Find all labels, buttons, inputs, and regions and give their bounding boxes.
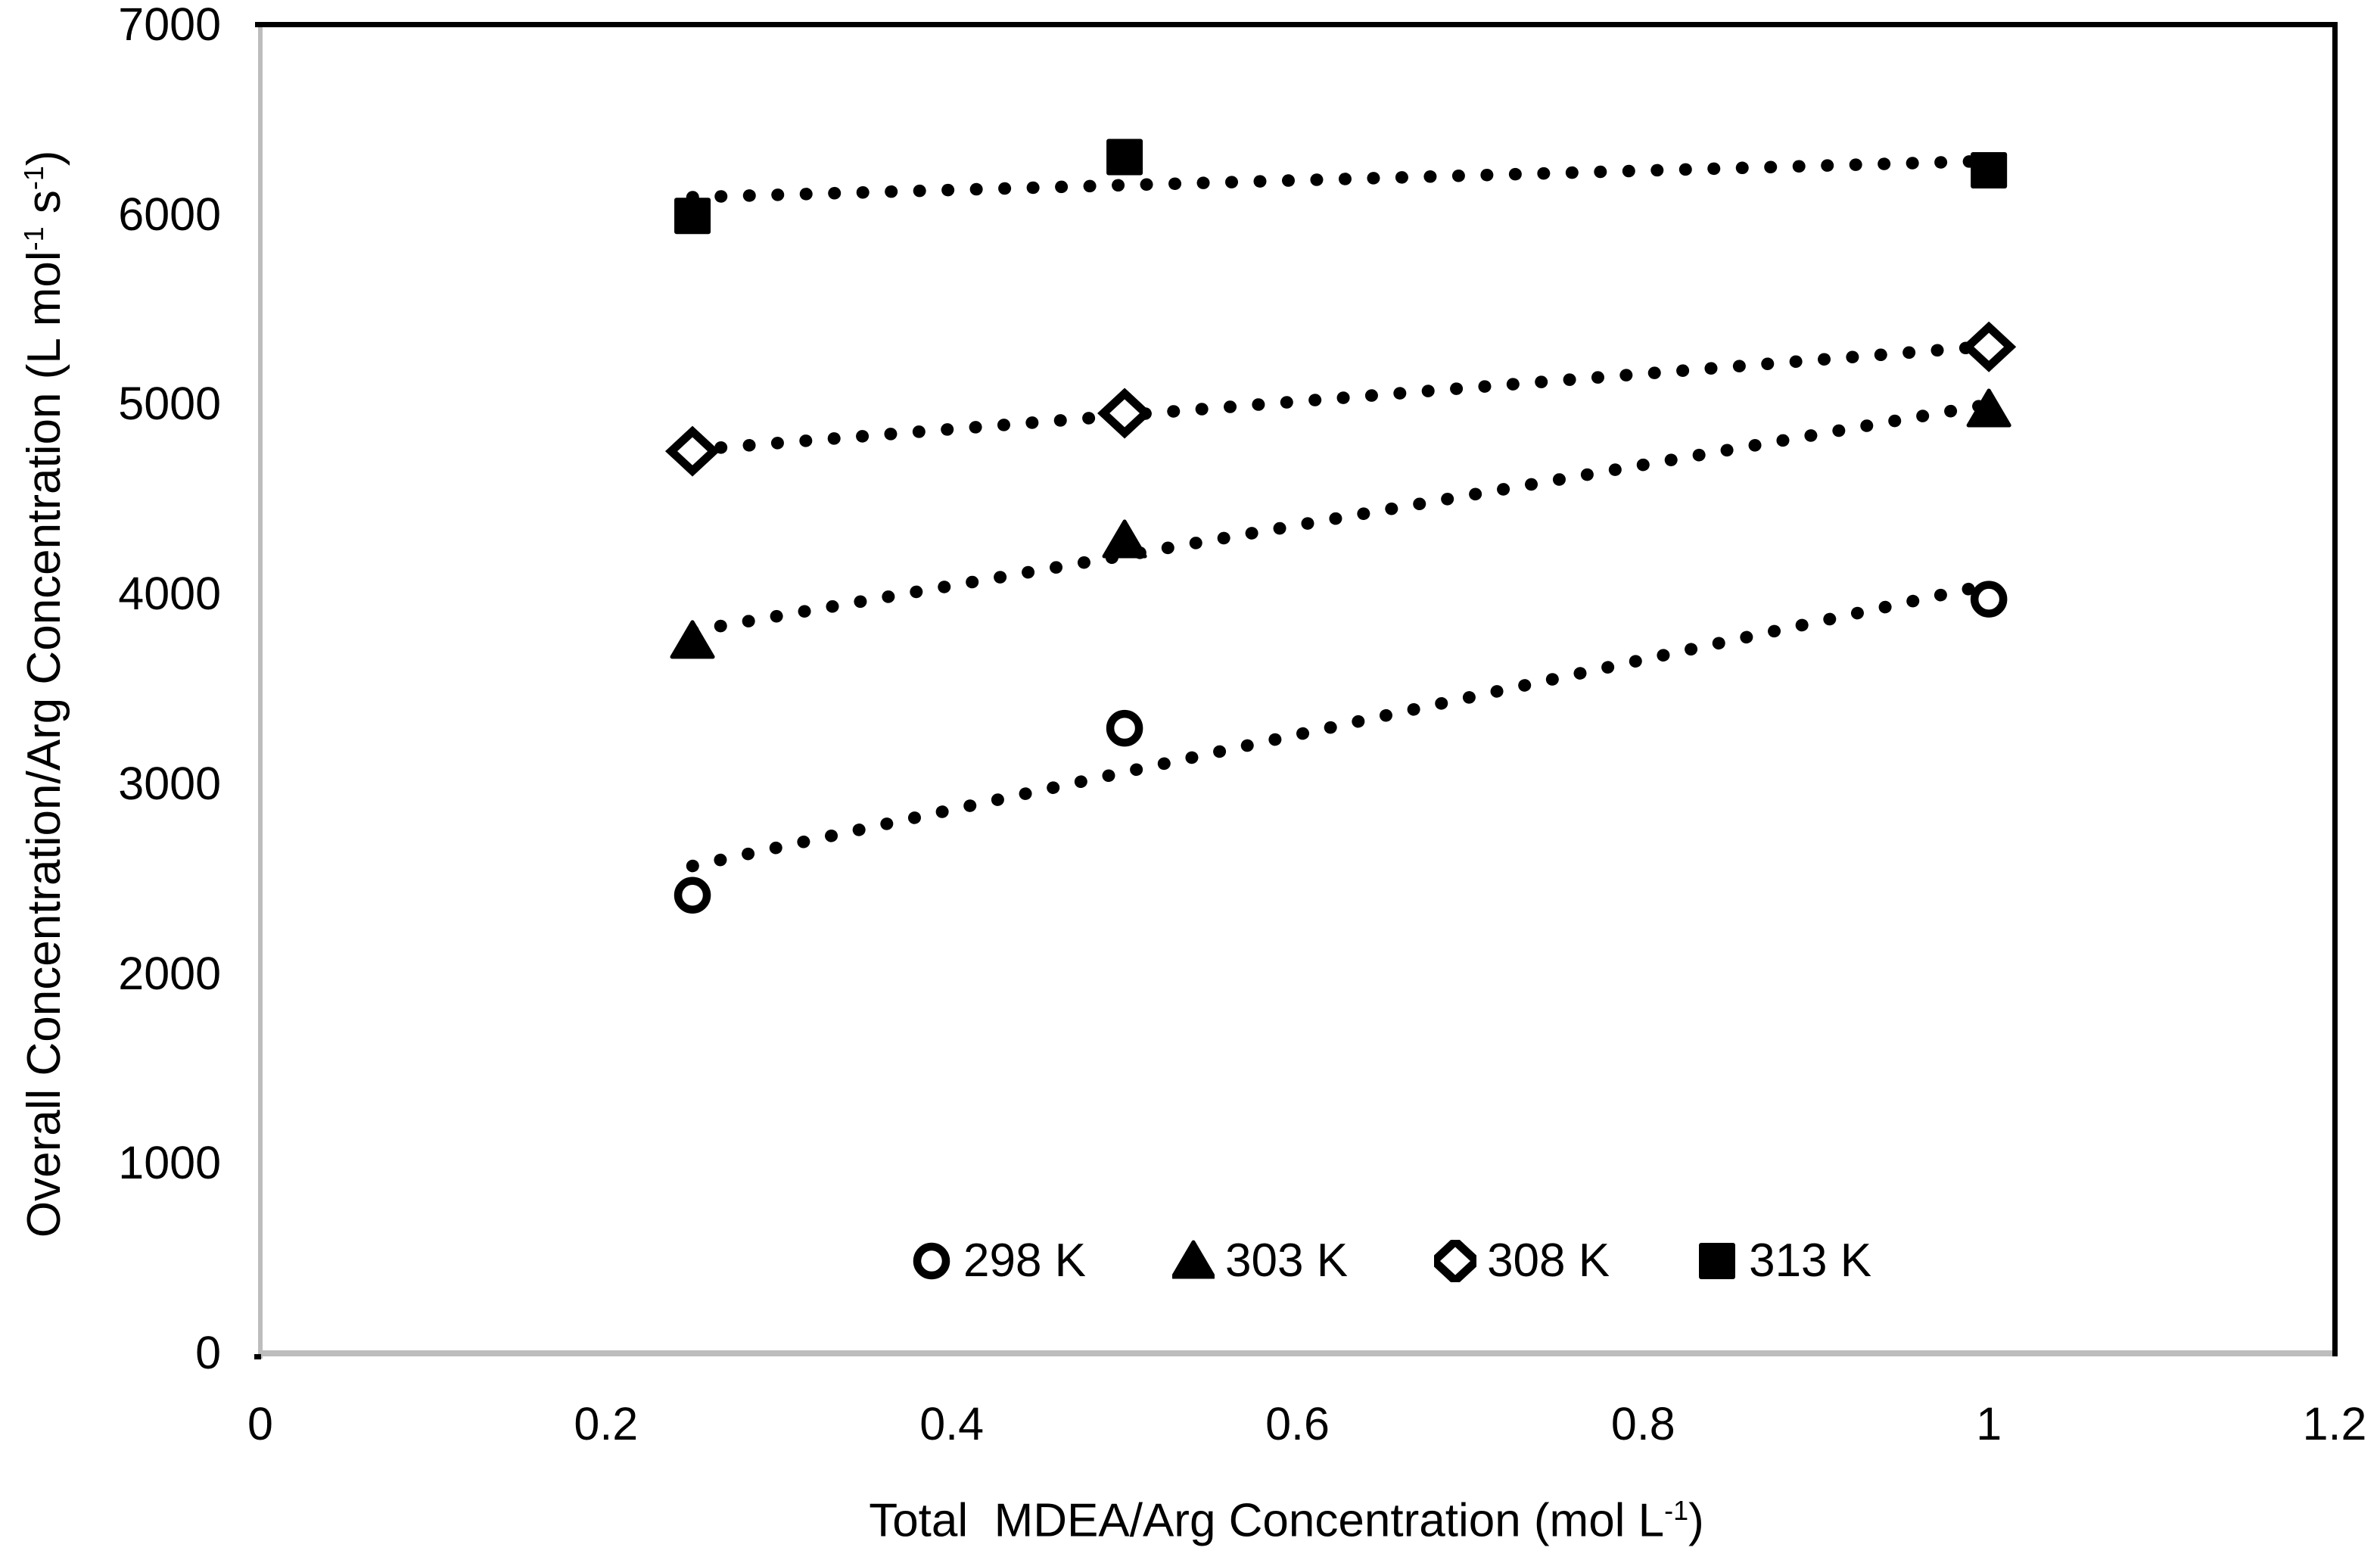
x-tick-label: 0.2: [574, 1398, 639, 1449]
x-tick-label: 1.2: [2302, 1398, 2367, 1449]
legend-item-label: 303 K: [1225, 1235, 1349, 1287]
series-303-k: [670, 388, 2011, 659]
legend-marker-glyph: [913, 1242, 950, 1280]
legend-marker-glyph: [1172, 1240, 1215, 1279]
data-point-marker: [1966, 388, 2011, 428]
y-tick-label: 3000: [118, 757, 221, 809]
y-axis-title: Overall Concentration/Arg Concentration …: [17, 150, 70, 1238]
x-tick-label: 0.6: [1265, 1398, 1330, 1449]
trendline: [686, 398, 1996, 637]
y-tick-label: 6000: [118, 188, 221, 240]
legend-item-label: 313 K: [1749, 1235, 1872, 1287]
plot-border-left: [258, 24, 263, 1359]
x-tick-label: 1: [1976, 1398, 2002, 1449]
trendline: [686, 340, 1996, 456]
data-point-marker: [1102, 519, 1147, 559]
series-298-k: [674, 578, 2008, 914]
legend-marker-square-filled-icon: [1699, 1243, 1736, 1279]
legend-item: 308 K: [1434, 1235, 1610, 1287]
trendline: [686, 154, 1996, 204]
series-308-k: [664, 321, 2017, 477]
legend-item: 298 K: [910, 1235, 1087, 1287]
legend-item: 303 K: [1172, 1235, 1349, 1287]
legend-marker-circle-open-icon: [913, 1242, 950, 1280]
legend-marker-glyph: [1699, 1243, 1736, 1279]
x-tick-label: 0.8: [1610, 1398, 1675, 1449]
plot-border-right: [2332, 22, 2338, 1356]
legend-item-label: 298 K: [963, 1235, 1087, 1287]
legend-marker-glyph: [1434, 1240, 1477, 1282]
plot-border-top: [255, 22, 2338, 27]
data-point-marker: [1962, 321, 2017, 372]
legend-marker-diamond-open-icon: [1434, 1240, 1477, 1282]
series-313-k: [674, 139, 2008, 235]
x-tick-label: 0.4: [919, 1398, 985, 1449]
legend-item-label: 308 K: [1487, 1235, 1610, 1287]
data-point-marker: [1970, 581, 2008, 618]
data-point-marker: [1106, 139, 1143, 176]
legend-marker-triangle-filled-icon: [1172, 1240, 1215, 1279]
y-tick-label: 0: [195, 1327, 221, 1378]
data-point-marker: [674, 877, 711, 914]
origin-tick: [254, 1354, 261, 1359]
data-point-marker: [1106, 709, 1143, 747]
data-point-marker: [664, 425, 720, 477]
x-tick-label: 0: [247, 1398, 273, 1449]
y-tick-label: 2000: [118, 947, 221, 999]
legend-item: 313 K: [1696, 1235, 1872, 1287]
x-axis-title: Total MDEA/Arg Concentration (mol L-1): [869, 1494, 1704, 1547]
y-tick-label: 7000: [118, 0, 221, 50]
plot-border-bottom: [258, 1350, 2338, 1356]
data-point-marker: [670, 620, 715, 659]
legend: 298 K 303 K 308 K 313 K: [910, 1235, 1872, 1287]
trendline: [686, 578, 1996, 873]
data-point-marker: [1971, 152, 2008, 189]
y-tick-label: 1000: [118, 1137, 221, 1189]
y-tick-label: 4000: [118, 568, 221, 620]
data-point-marker: [674, 198, 711, 235]
data-point-marker: [1097, 388, 1153, 439]
y-tick-label: 5000: [118, 378, 221, 430]
